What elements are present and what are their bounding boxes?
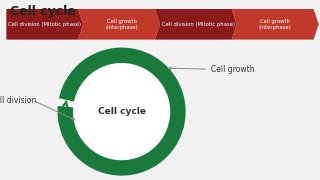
Text: Cell division: Cell division (0, 96, 37, 105)
Polygon shape (155, 9, 237, 40)
Text: Cell cycle: Cell cycle (98, 107, 146, 116)
Polygon shape (59, 48, 186, 128)
Text: Cell cycle: Cell cycle (10, 4, 75, 17)
Text: Cell growth: Cell growth (211, 65, 255, 74)
Polygon shape (78, 9, 160, 40)
Ellipse shape (73, 63, 170, 160)
Text: Cell growth
(Interphase): Cell growth (Interphase) (105, 19, 138, 30)
Polygon shape (6, 9, 83, 40)
Text: Cell growth
(Interphase): Cell growth (Interphase) (259, 19, 292, 30)
Text: Cell division (Mitotic phase): Cell division (Mitotic phase) (162, 22, 235, 27)
Polygon shape (58, 106, 184, 176)
Text: Cell division (Mitotic phase): Cell division (Mitotic phase) (8, 22, 81, 27)
Polygon shape (232, 9, 319, 40)
